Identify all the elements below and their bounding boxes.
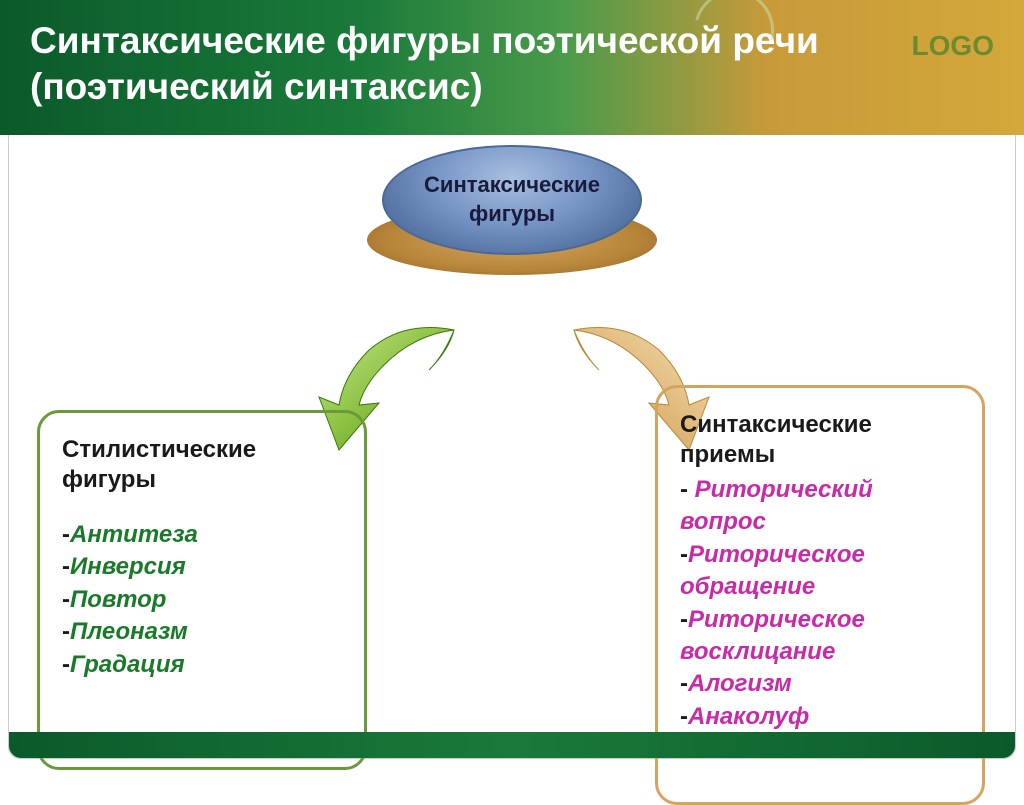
list-item: - Риторический вопрос: [680, 474, 960, 539]
left-category-box: Стилистические фигуры -Антитеза -Инверси…: [37, 410, 367, 770]
medallion-top: Синтаксические фигуры: [382, 145, 642, 255]
list-item: -Анаколуф: [680, 701, 960, 733]
list-item: -Риторическое восклицание: [680, 604, 960, 669]
center-medallion: Синтаксические фигуры: [367, 145, 657, 275]
right-box-heading: Синтаксические приемы: [680, 410, 960, 470]
slide-header: Синтаксические фигуры поэтической речи (…: [0, 0, 1024, 135]
list-item: -Инверсия: [62, 551, 342, 583]
list-item: -Антитеза: [62, 519, 342, 551]
left-box-heading: Стилистические фигуры: [62, 435, 342, 495]
list-item: -Риторическое обращение: [680, 539, 960, 604]
content-frame: Синтаксические фигуры: [8, 135, 1016, 759]
list-item: -Алогизм: [680, 668, 960, 700]
list-item: -Повтор: [62, 584, 342, 616]
list-item: -Градация: [62, 649, 342, 681]
medallion-label: Синтаксические фигуры: [384, 171, 640, 228]
logo-text: LOGO: [912, 30, 994, 62]
footer-bar: [9, 732, 1015, 758]
list-item: -Плеоназм: [62, 616, 342, 648]
